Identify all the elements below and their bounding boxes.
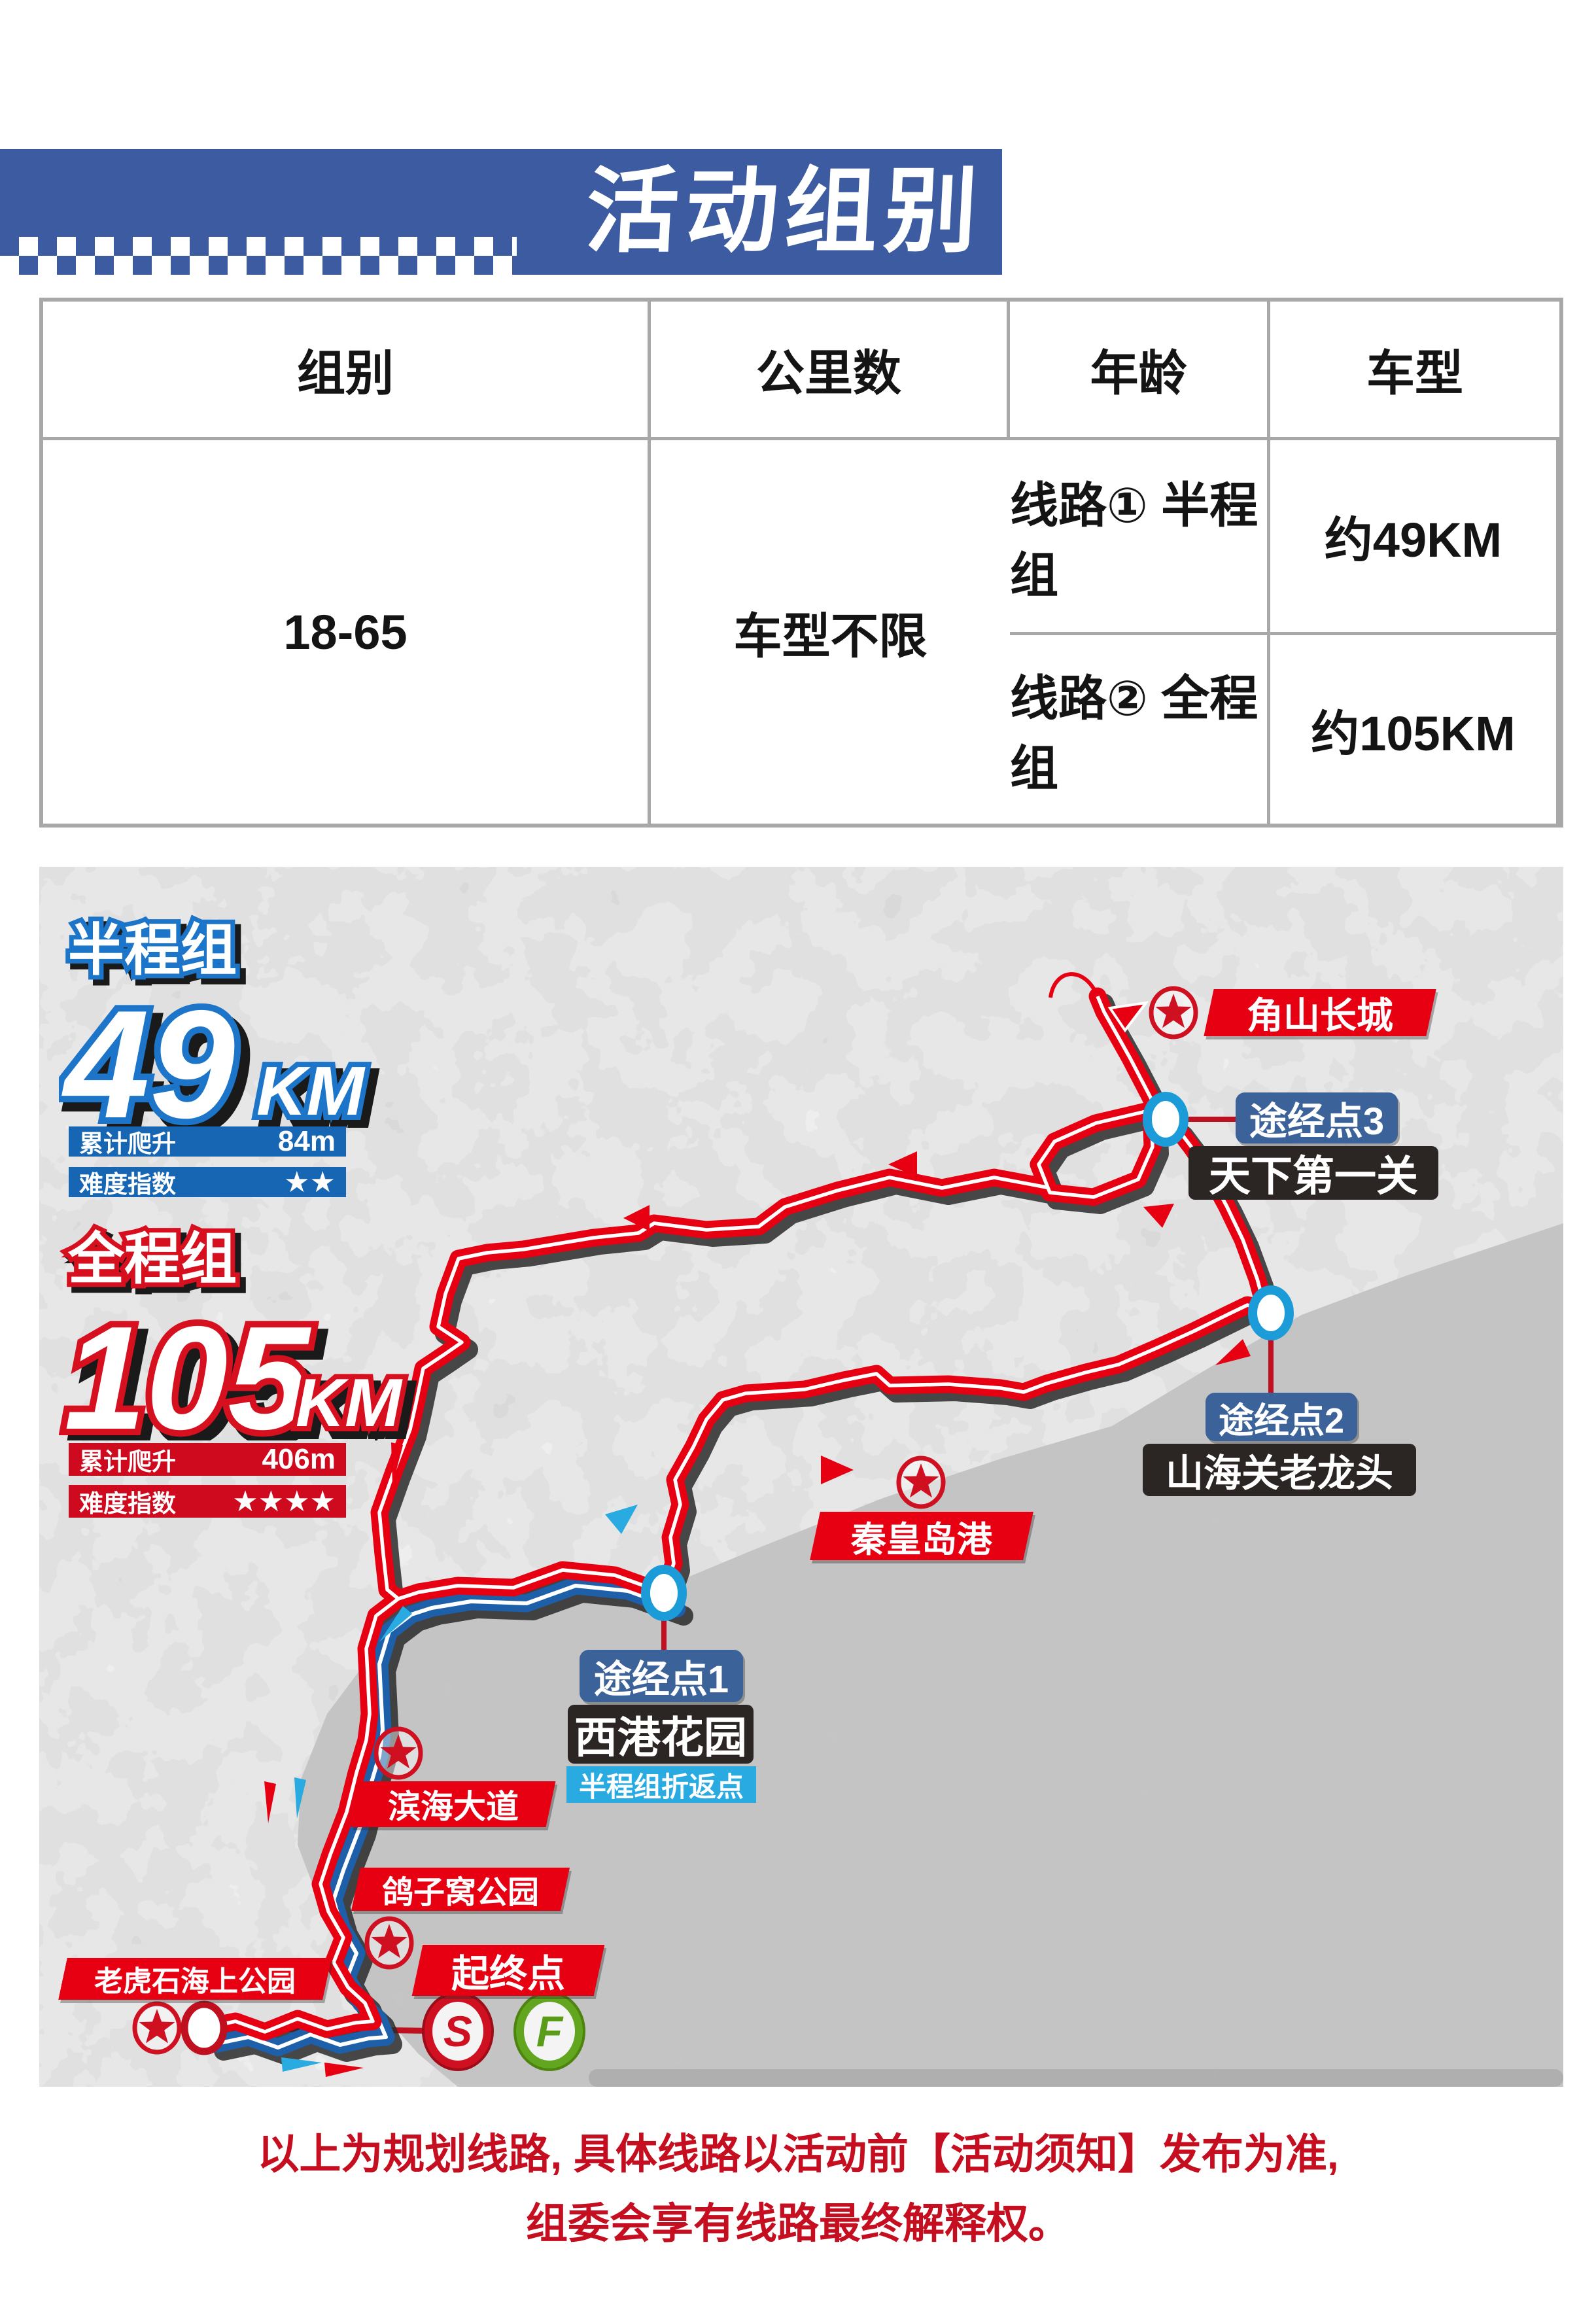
col-header-age: 年龄 xyxy=(1010,302,1270,440)
footer-disclaimer-line1: 以上为规划线路, 具体线路以活动前【活动须知】发布为准, xyxy=(257,2131,1339,2178)
group-table: 组别 公里数 年龄 车型 线路① 半程组 约49KM 18-65 车型不限 线路… xyxy=(39,298,1563,828)
poi-badge-gezi: 鸽子窝公园 xyxy=(351,1868,570,1911)
half-climb-label: 累计爬升 xyxy=(79,1130,176,1157)
full-unit-shadow: KM xyxy=(303,1372,410,1440)
waypoint-note-1: 半程组折返点 xyxy=(566,1766,756,1803)
full-difficulty-stars: ★★★★ xyxy=(232,1485,336,1518)
arrow-west-icon xyxy=(888,1151,917,1177)
table-row-distance-2: 约105KM xyxy=(1270,635,1559,824)
arrow-east-icon xyxy=(821,1456,854,1484)
full-climb-label: 累计爬升 xyxy=(79,1448,176,1475)
checker-flag-strip xyxy=(0,237,517,275)
star-icon xyxy=(376,1729,421,1777)
full-label: 全程组 xyxy=(67,1228,237,1291)
poi-label: 鸽子窝公园 xyxy=(381,1875,539,1910)
poi-label: 起终点 xyxy=(451,1953,565,1995)
full-difficulty-label: 难度指数 xyxy=(79,1490,176,1517)
pennant-red-icon xyxy=(264,1781,276,1823)
waypoint-tag-2: 途经点2 xyxy=(1206,1393,1357,1441)
pennant-blue-icon xyxy=(379,1606,412,1642)
half-climb-value: 84m xyxy=(277,1125,336,1157)
half-difficulty-stars: ★★ xyxy=(284,1166,336,1198)
pennant-red-icon xyxy=(391,1442,403,1485)
star-icon xyxy=(367,1919,411,1967)
half-value: 49 xyxy=(61,978,235,1128)
star-icon xyxy=(899,1458,943,1507)
full-label-shadow: 全程组 xyxy=(73,1233,242,1296)
waypoint-circle-2 xyxy=(1248,1285,1294,1340)
poi-badge-port: 秦皇岛港 xyxy=(810,1512,1033,1560)
full-difficulty-bar: 难度指数 ★★★★ xyxy=(69,1485,346,1518)
poi-badge-binhai: 滨海大道 xyxy=(351,1781,556,1827)
start-badge: S xyxy=(422,1991,494,2071)
poi-label: 滨海大道 xyxy=(388,1788,519,1825)
full-climb-value: 406m xyxy=(262,1443,336,1475)
full-value: 105 xyxy=(64,1295,311,1440)
arrow-northeast-blue-icon xyxy=(605,1505,638,1534)
waypoint-tag-3: 途经点3 xyxy=(1236,1092,1398,1143)
poi-badge-startfinish: 起终点 xyxy=(411,1945,605,1996)
waypoint-name-3: 天下第一关 xyxy=(1188,1146,1438,1200)
half-unit-shadow: KM xyxy=(264,1060,373,1128)
star-icon xyxy=(135,2004,179,2052)
waypoint-name-2: 山海关老龙头 xyxy=(1143,1444,1416,1496)
map-edge-shadow xyxy=(589,2069,1563,2087)
waypoint-circle-3 xyxy=(1143,1092,1188,1147)
table-cell-bike: 车型不限 xyxy=(733,608,928,663)
star-icon xyxy=(1151,988,1196,1037)
table-row-group-1: 线路① 半程组 xyxy=(1010,440,1270,635)
pennant-red-icon xyxy=(324,2063,364,2077)
half-group-stat-title: 半程组 半程组 49 49 KM KM xyxy=(59,915,379,1128)
pennant-blue-icon xyxy=(281,2057,322,2072)
finish-badge: F xyxy=(513,1991,585,2071)
direction-arrows xyxy=(264,1151,1251,2077)
table-row-group-2: 线路② 全程组 xyxy=(1010,635,1270,824)
page-title: 活动组别 xyxy=(583,160,987,264)
start-letter: S xyxy=(443,2007,472,2055)
col-header-group: 组别 xyxy=(43,302,651,440)
start-finish-dot xyxy=(181,2000,228,2055)
poi-label: 角山长城 xyxy=(1247,994,1393,1036)
full-value-shadow: 105 xyxy=(73,1304,320,1440)
full-climb-bar: 累计爬升 406m xyxy=(69,1443,346,1476)
arrow-northeast-icon xyxy=(1143,1204,1174,1228)
col-header-distance: 公里数 xyxy=(651,302,1010,440)
waypoint-tag-1: 途经点1 xyxy=(580,1650,743,1702)
poi-label: 秦皇岛港 xyxy=(851,1520,992,1560)
poi-label: 老虎石海上公园 xyxy=(94,1966,296,1998)
half-climb-bar: 累计爬升 84m xyxy=(69,1125,346,1157)
arrow-west-icon xyxy=(623,1205,650,1231)
col-header-bike: 车型 xyxy=(1270,302,1559,440)
arrow-southwest-icon xyxy=(1215,1339,1251,1365)
half-value-shadow: 49 xyxy=(70,986,243,1128)
poi-badge-jiaoshan: 角山长城 xyxy=(1204,989,1436,1036)
footer-disclaimer-line2: 组委会享有线路最终解释权。 xyxy=(526,2200,1070,2247)
table-row-distance-1: 约49KM xyxy=(1270,440,1559,635)
half-difficulty-bar: 难度指数 ★★ xyxy=(69,1166,346,1198)
waypoint-circle-1 xyxy=(641,1565,687,1621)
half-difficulty-label: 难度指数 xyxy=(79,1171,176,1198)
turnaround-arrowhead-icon xyxy=(1107,1001,1149,1033)
half-unit: KM xyxy=(256,1053,366,1128)
poi-badge-laohu: 老虎石海上公园 xyxy=(58,1958,332,2000)
finish-letter: F xyxy=(536,2007,564,2055)
full-group-stat-title: 全程组 全程组 105 105 KM KM xyxy=(59,1223,416,1440)
pennant-blue-icon xyxy=(294,1777,306,1819)
turnaround-arrow-curve xyxy=(1049,972,1100,998)
half-label: 半程组 xyxy=(68,919,237,982)
half-label-shadow: 半程组 xyxy=(73,924,242,987)
full-unit: KM xyxy=(296,1365,403,1440)
waypoint-name-1: 西港花园 xyxy=(568,1705,754,1764)
table-cell-age: 18-65 xyxy=(43,440,651,824)
